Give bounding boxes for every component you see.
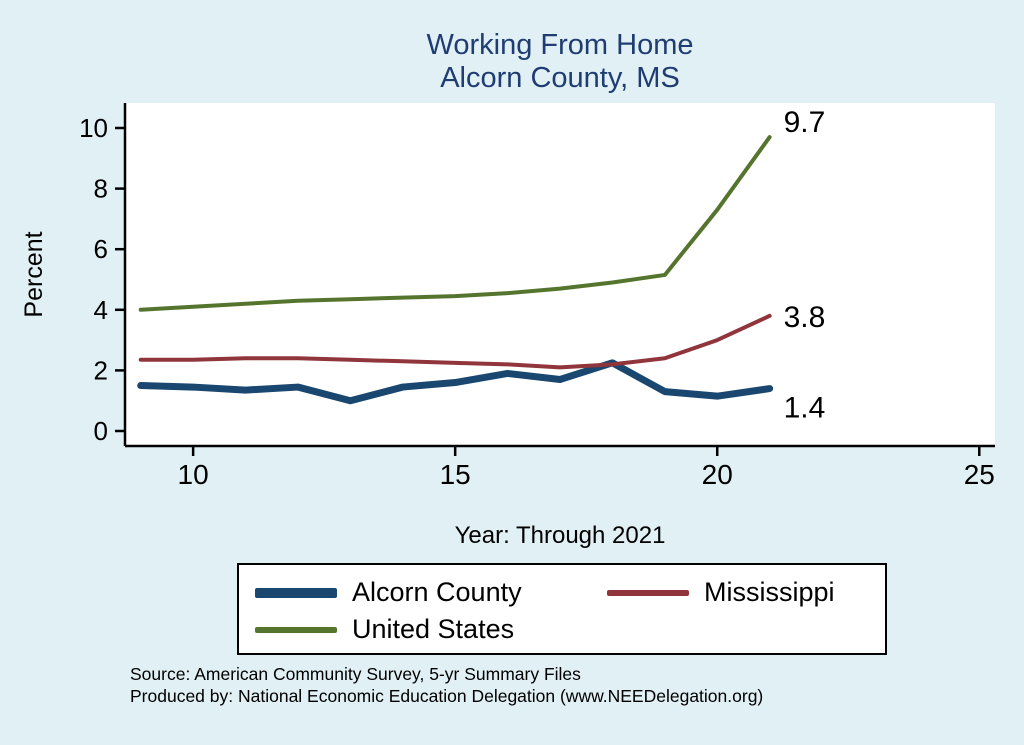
y-tick-label: 6	[94, 234, 108, 264]
series-line-united-states	[138, 135, 772, 312]
end-label-united-states: 9.7	[784, 106, 826, 139]
x-tick-label: 25	[964, 459, 995, 490]
legend: Alcorn County Mississippi United States	[237, 563, 887, 655]
y-tick-label: 2	[94, 355, 108, 385]
end-label-mississippi: 3.8	[784, 301, 826, 334]
y-tick-label: 10	[79, 113, 108, 143]
legend-label-alcorn-county: Alcorn County	[352, 577, 522, 607]
x-tick-label: 20	[702, 459, 733, 490]
produced-by-note: Produced by: National Economic Education…	[130, 686, 764, 706]
chart-title: Working From Home	[426, 29, 694, 61]
legend-item-united-states: United States	[255, 614, 607, 645]
end-label-alcorn-county: 1.4	[784, 392, 826, 425]
chart-title-block: Working From Home Alcorn County, MS	[125, 29, 995, 95]
legend-swatch-mississippi	[607, 589, 689, 596]
legend-swatch-alcorn-county	[255, 587, 337, 598]
chart-subtitle: Alcorn County, MS	[440, 62, 680, 94]
notes-block: Source: American Community Survey, 5-yr …	[130, 663, 763, 707]
y-tick-label: 4	[94, 295, 108, 325]
x-axis-title: Year: Through 2021	[454, 522, 666, 549]
legend-item-mississippi: Mississippi	[607, 577, 885, 608]
source-note: Source: American Community Survey, 5-yr …	[130, 664, 581, 684]
legend-label-mississippi: Mississippi	[704, 577, 835, 607]
y-axis-title: Percent	[20, 231, 48, 317]
x-tick-label: 10	[178, 459, 209, 490]
plot-area	[125, 103, 995, 446]
x-tick-label: 15	[440, 459, 471, 490]
series-line-alcorn-county	[137, 359, 774, 405]
legend-item-alcorn-county: Alcorn County	[255, 577, 607, 608]
legend-swatch-united-states	[255, 626, 337, 633]
y-tick-label: 0	[94, 416, 108, 446]
legend-label-united-states: United States	[352, 614, 515, 644]
series-line-mississippi	[138, 313, 772, 370]
y-tick-label: 8	[94, 174, 108, 204]
